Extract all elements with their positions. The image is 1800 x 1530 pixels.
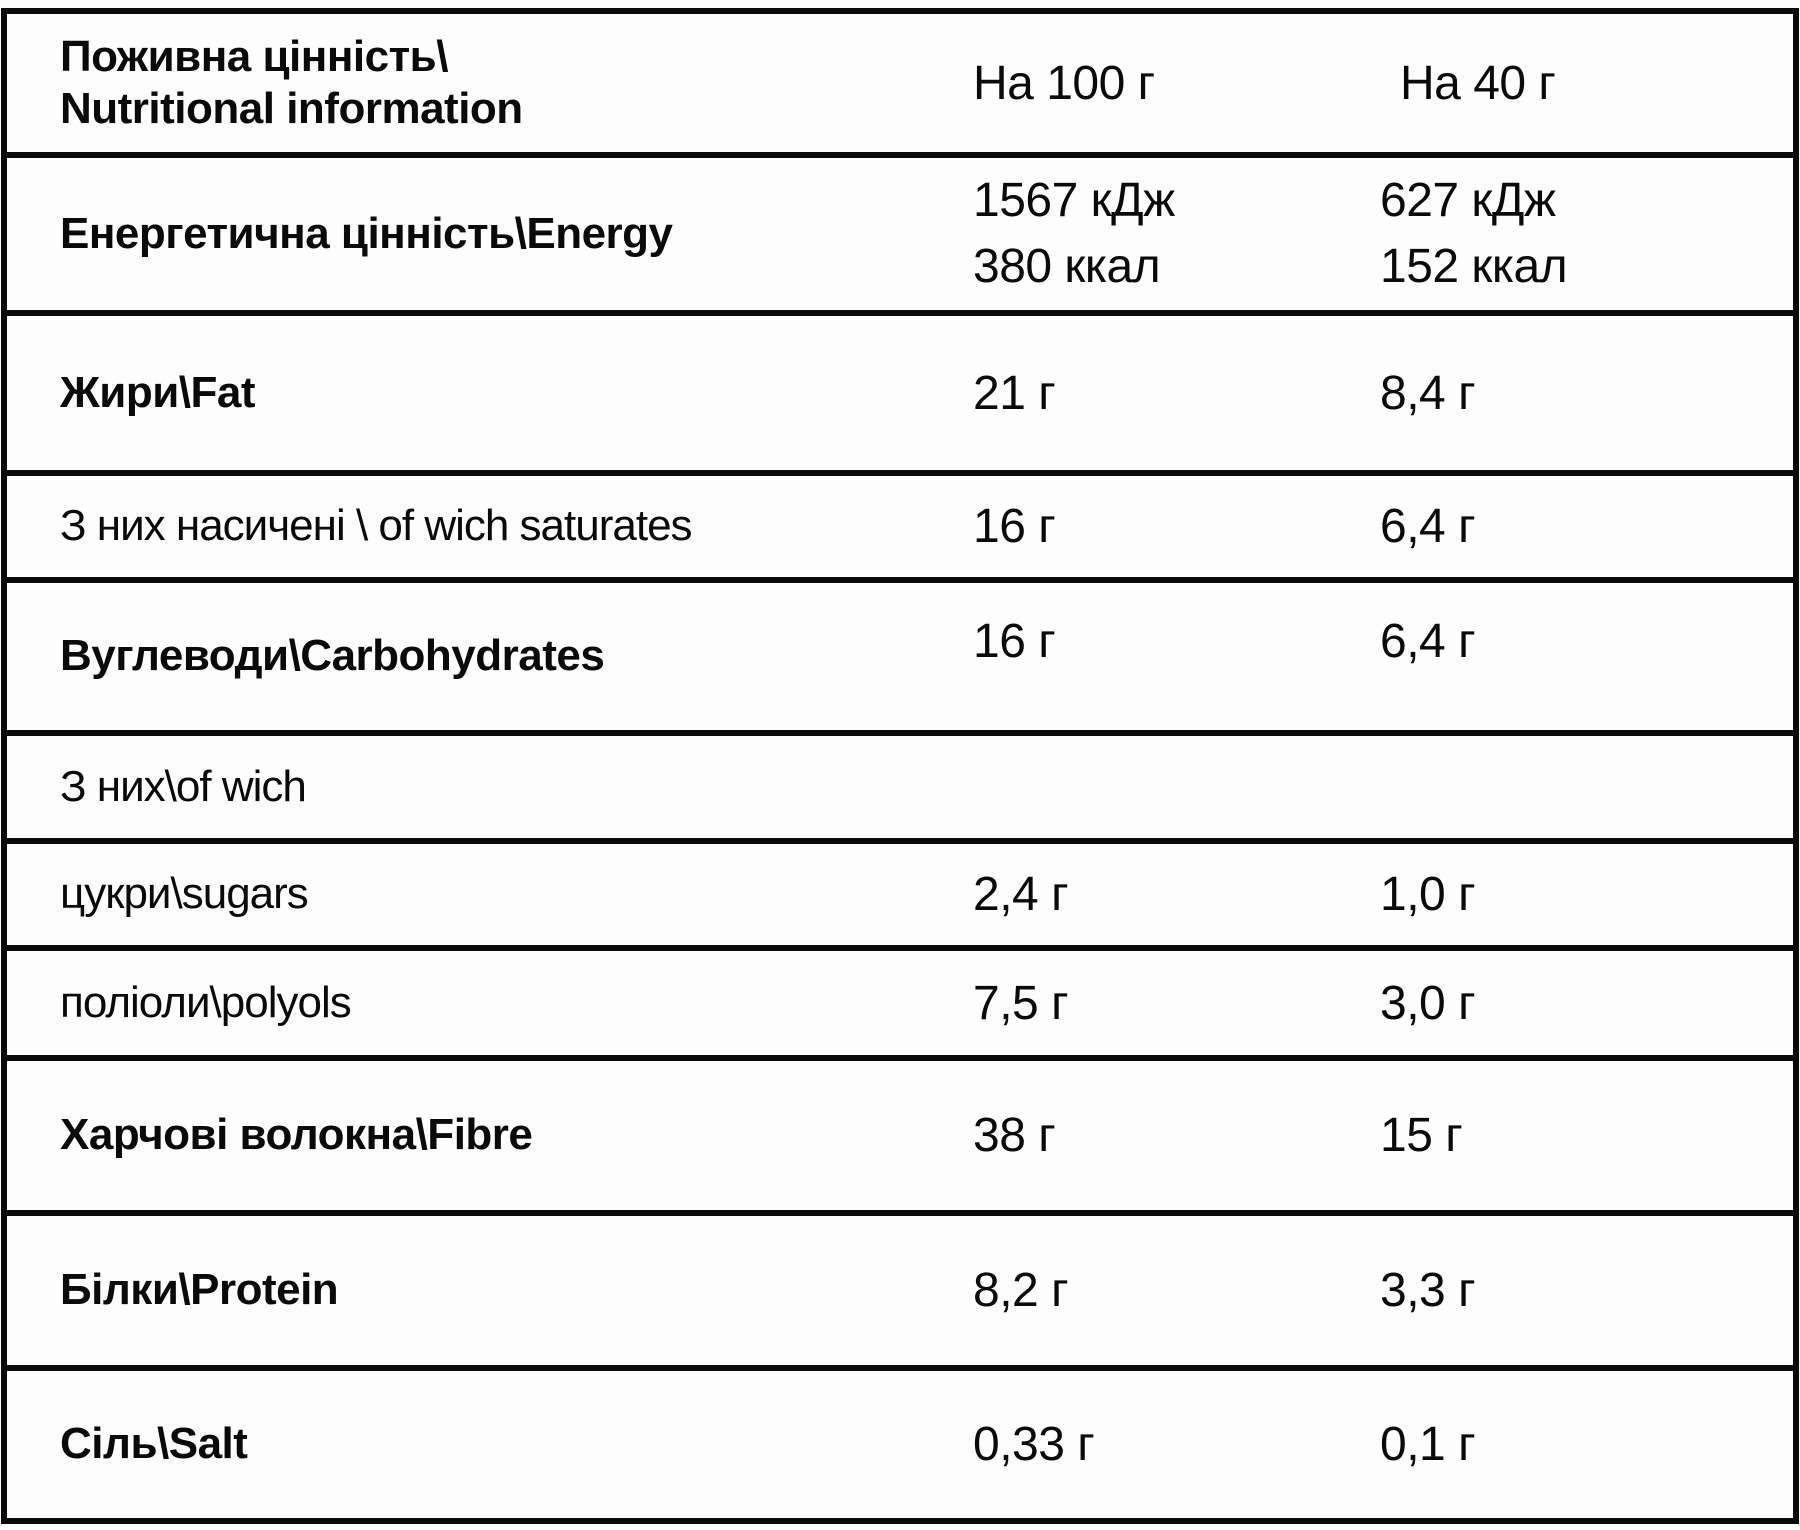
carbohydrates-per40-cell: 6,4 г xyxy=(1320,583,1793,730)
saturates-per100-cell: 16 г xyxy=(913,476,1320,577)
sugars-label: цукри\sugars xyxy=(60,869,309,919)
table-row-salt: Сіль\Salt 0,33 г 0,1 г xyxy=(7,1371,1793,1518)
saturates-per100-value: 16 г xyxy=(973,500,1056,553)
fat-per40-cell: 8,4 г xyxy=(1320,316,1793,470)
protein-label: Білки\Protein xyxy=(60,1265,339,1315)
table-row-protein: Білки\Protein 8,2 г 3,3 г xyxy=(7,1216,1793,1371)
carbohydrates-label-cell: Вуглеводи\Carbohydrates xyxy=(7,583,913,730)
saturates-label-cell: З них насичені \ of wich saturates xyxy=(7,476,913,577)
fat-label-cell: Жири\Fat xyxy=(7,316,913,470)
salt-per100-value: 0,33 г xyxy=(973,1418,1095,1471)
energy-per100-value: 1567 кДж 380 ккал xyxy=(973,168,1175,300)
table-row-carbohydrates: Вуглеводи\Carbohydrates 16 г 6,4 г xyxy=(7,583,1793,736)
polyols-per100-value: 7,5 г xyxy=(973,976,1069,1030)
fibre-per100-cell: 38 г xyxy=(913,1061,1320,1210)
saturates-label: З них насичені \ of wich saturates xyxy=(60,501,693,551)
sugars-label-cell: цукри\sugars xyxy=(7,844,913,945)
sugars-per40-value: 1,0 г xyxy=(1380,868,1476,921)
table-title-line2: Nutritional information xyxy=(60,84,523,133)
ofwhich-label: З них\of wich xyxy=(60,761,307,811)
ofwhich-label-cell: З них\of wich xyxy=(7,736,913,838)
protein-per40-cell: 3,3 г xyxy=(1320,1216,1793,1365)
fibre-label: Харчові волокна\Fibre xyxy=(60,1110,533,1160)
energy-per40-value: 627 кДж 152 ккал xyxy=(1380,168,1568,300)
salt-per40-cell: 0,1 г xyxy=(1320,1371,1793,1518)
fibre-per100-value: 38 г xyxy=(973,1109,1056,1162)
table-row-ofwhich: З них\of wich xyxy=(7,736,1793,844)
saturates-per40-cell: 6,4 г xyxy=(1320,476,1793,577)
carbohydrates-per40-value: 6,4 г xyxy=(1380,615,1476,668)
fibre-label-cell: Харчові волокна\Fibre xyxy=(7,1061,913,1210)
fat-per40-value: 8,4 г xyxy=(1380,366,1476,420)
protein-per40-value: 3,3 г xyxy=(1380,1264,1476,1317)
salt-per40-value: 0,1 г xyxy=(1380,1418,1476,1471)
column-header-per40: На 40 г xyxy=(1400,56,1556,110)
polyols-per100-cell: 7,5 г xyxy=(913,951,1320,1055)
protein-label-cell: Білки\Protein xyxy=(7,1216,913,1365)
carbohydrates-label: Вуглеводи\Carbohydrates xyxy=(60,631,605,681)
salt-per100-cell: 0,33 г xyxy=(913,1371,1320,1518)
energy-per40-cell: 627 кДж 152 ккал xyxy=(1320,158,1793,310)
column-header-per100: На 100 г xyxy=(973,56,1155,110)
table-row-sugars: цукри\sugars 2,4 г 1,0 г xyxy=(7,844,1793,951)
table-row-fibre: Харчові волокна\Fibre 38 г 15 г xyxy=(7,1061,1793,1216)
table-title-line1: Поживна цінність\ xyxy=(60,32,448,81)
sugars-per40-cell: 1,0 г xyxy=(1320,844,1793,945)
energy-per40-kj: 627 кДж xyxy=(1380,174,1556,227)
energy-label-cell: Енергетична цінність\Energy xyxy=(7,158,913,310)
carbohydrates-per100-value: 16 г xyxy=(973,615,1056,668)
nutrition-table: Поживна цінність\ Nutritional informatio… xyxy=(1,8,1799,1524)
fibre-per40-cell: 15 г xyxy=(1320,1061,1793,1210)
table-row-energy: Енергетична цінність\Energy 1567 кДж 380… xyxy=(7,158,1793,316)
fibre-per40-value: 15 г xyxy=(1380,1109,1463,1162)
energy-per40-kcal: 152 ккал xyxy=(1380,240,1568,293)
table-row-fat: Жири\Fat 21 г 8,4 г xyxy=(7,316,1793,476)
header-per40-cell: На 40 г xyxy=(1320,14,1793,152)
polyols-label-cell: поліоли\polyols xyxy=(7,951,913,1055)
energy-per100-kcal: 380 ккал xyxy=(973,240,1161,293)
salt-label-cell: Сіль\Salt xyxy=(7,1371,913,1518)
fat-per100-cell: 21 г xyxy=(913,316,1320,470)
energy-per100-cell: 1567 кДж 380 ккал xyxy=(913,158,1320,310)
header-title-cell: Поживна цінність\ Nutritional informatio… xyxy=(7,14,913,152)
protein-per100-value: 8,2 г xyxy=(973,1264,1069,1317)
ofwhich-per100-cell xyxy=(913,736,1320,838)
table-header-row: Поживна цінність\ Nutritional informatio… xyxy=(7,14,1793,158)
saturates-per40-value: 6,4 г xyxy=(1380,500,1476,553)
protein-per100-cell: 8,2 г xyxy=(913,1216,1320,1365)
polyols-per40-value: 3,0 г xyxy=(1380,976,1476,1030)
polyols-label: поліоли\polyols xyxy=(60,977,352,1027)
table-row-polyols: поліоли\polyols 7,5 г 3,0 г xyxy=(7,951,1793,1061)
table-title: Поживна цінність\ Nutritional informatio… xyxy=(60,31,523,135)
energy-per100-kj: 1567 кДж xyxy=(973,174,1175,227)
header-per100-cell: На 100 г xyxy=(913,14,1320,152)
salt-label: Сіль\Salt xyxy=(60,1419,248,1469)
energy-label: Енергетична цінність\Energy xyxy=(60,208,673,258)
carbohydrates-per100-cell: 16 г xyxy=(913,583,1320,730)
sugars-per100-value: 2,4 г xyxy=(973,868,1069,921)
sugars-per100-cell: 2,4 г xyxy=(913,844,1320,945)
table-row-saturates: З них насичені \ of wich saturates 16 г … xyxy=(7,476,1793,583)
ofwhich-per40-cell xyxy=(1320,736,1793,838)
fat-per100-value: 21 г xyxy=(973,366,1056,420)
fat-label: Жири\Fat xyxy=(60,367,255,417)
polyols-per40-cell: 3,0 г xyxy=(1320,951,1793,1055)
